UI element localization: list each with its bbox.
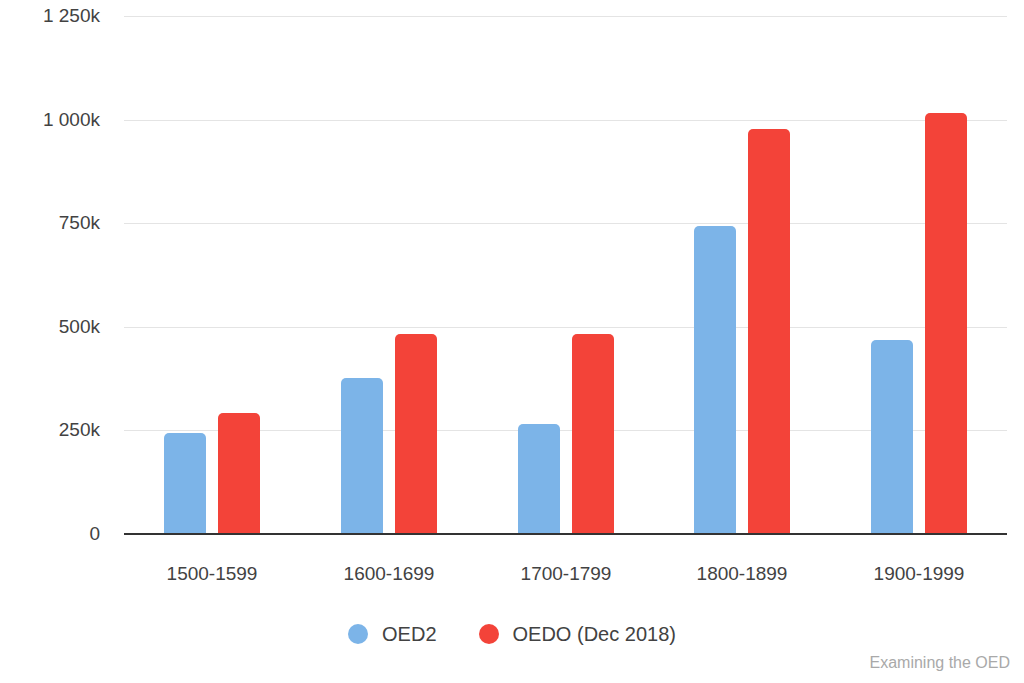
- legend-label: OED2: [382, 623, 436, 646]
- x-axis-tick-label: 1700-1799: [491, 561, 641, 587]
- bar-oed2-1700-1799[interactable]: [518, 424, 560, 534]
- y-axis-tick-label: 1 250k: [0, 4, 100, 28]
- bar-oedo-dec-2018-1500-1599[interactable]: [218, 413, 260, 534]
- y-axis-tick-label: 750k: [0, 211, 100, 235]
- x-axis-tick-label: 1500-1599: [137, 561, 287, 587]
- watermark-text: Examining the OED: [869, 654, 1010, 672]
- bar-oed2-1600-1699[interactable]: [341, 378, 383, 534]
- legend-swatch-icon: [348, 624, 368, 644]
- bar-oedo-dec-2018-1800-1899[interactable]: [748, 129, 790, 534]
- bar-oed2-1800-1899[interactable]: [694, 226, 736, 534]
- bar-oed2-1900-1999[interactable]: [871, 340, 913, 534]
- legend-label: OEDO (Dec 2018): [513, 623, 676, 646]
- bar-oedo-dec-2018-1900-1999[interactable]: [925, 113, 967, 534]
- bar-oedo-dec-2018-1700-1799[interactable]: [572, 334, 614, 534]
- x-axis-tick-label: 1800-1899: [667, 561, 817, 587]
- bar-chart: 0 250k 500k 750k 1 000k 1 250k 1500-1599 1600-1…: [0, 0, 1024, 683]
- y-gridline: [124, 327, 1007, 328]
- y-gridline: [124, 120, 1007, 121]
- y-gridline: [124, 223, 1007, 224]
- legend-item-oed2[interactable]: OED2: [348, 623, 436, 646]
- y-axis-tick-label: 0: [0, 522, 100, 546]
- y-gridline: [124, 16, 1007, 17]
- y-axis-tick-label: 250k: [0, 418, 100, 442]
- legend: OED2 OEDO (Dec 2018): [0, 619, 1024, 649]
- bar-oedo-dec-2018-1600-1699[interactable]: [395, 334, 437, 534]
- x-axis-line: [124, 533, 1007, 535]
- y-axis-tick-label: 500k: [0, 315, 100, 339]
- y-axis-tick-label: 1 000k: [0, 108, 100, 132]
- x-axis-tick-label: 1900-1999: [844, 561, 994, 587]
- legend-item-oedo-dec-2018[interactable]: OEDO (Dec 2018): [479, 623, 676, 646]
- x-axis-tick-label: 1600-1699: [314, 561, 464, 587]
- legend-swatch-icon: [479, 624, 499, 644]
- bar-oed2-1500-1599[interactable]: [164, 433, 206, 534]
